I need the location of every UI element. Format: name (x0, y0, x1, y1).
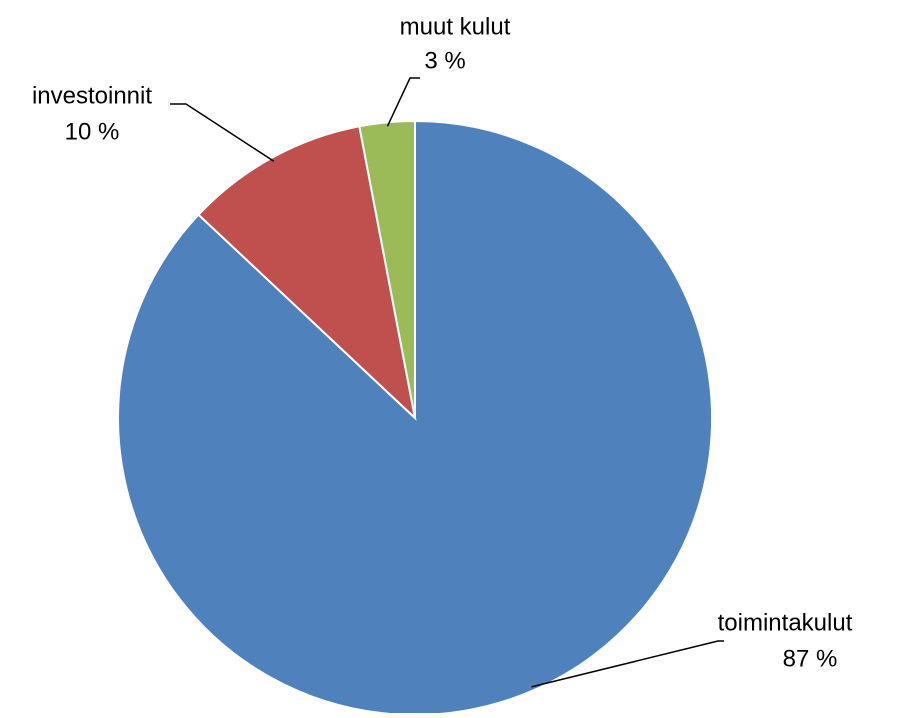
pie-slice (358, 119, 416, 419)
slice-value-label: 87 % (783, 645, 838, 672)
slice-value-label: 10 % (65, 118, 120, 145)
leader-line (170, 103, 275, 162)
slice-label: toimintakulut (718, 609, 853, 636)
leader-line (386, 77, 420, 127)
leader-line (531, 640, 724, 688)
slice-value-label: 3 % (424, 47, 465, 74)
slice-label: investoinnit (32, 82, 152, 109)
pie-slice (197, 125, 417, 421)
slice-label: muut kulut (400, 13, 511, 40)
